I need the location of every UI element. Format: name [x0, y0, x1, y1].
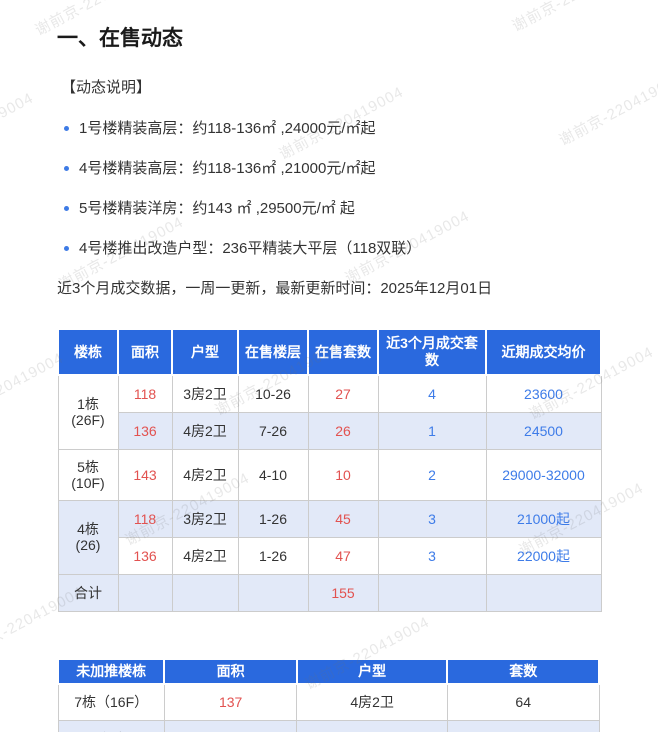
cell-building: 4栋 (26) — [57, 499, 119, 575]
table-row: 1栋 (26F) 118 3房2卫 10-26 27 4 23600 — [57, 374, 602, 450]
cell-units: 10 — [307, 448, 379, 501]
cell-area: 136 — [117, 536, 173, 575]
col-header-layout: 户型 — [171, 328, 239, 376]
bullet-icon — [64, 246, 69, 251]
cell-total-label: 合计 — [57, 573, 119, 612]
table-row: 136 4房2卫 7-26 26 1 24500 — [58, 411, 602, 450]
bullet-icon — [64, 206, 69, 211]
cell-deals: 3 — [377, 536, 487, 575]
cell-layout: 4房2卫 — [171, 536, 239, 575]
cell-total-units: 64 — [446, 720, 600, 732]
cell-empty — [377, 573, 487, 612]
cell-units: 47 — [307, 536, 379, 575]
cell-total-label: 合计 — [57, 720, 165, 732]
dynamic-notes-list: 1号楼精装高层：约118-136㎡ ,24000元/㎡起 4号楼精装高层：约11… — [62, 121, 658, 257]
cell-price: 21000起 — [485, 499, 602, 538]
note-text: 4号楼推出改造户型：236平精装大平层（118双联） — [79, 240, 422, 257]
cell-building: 5栋 (10F) — [57, 448, 119, 501]
bullet-icon — [64, 126, 69, 131]
cell-layout: 3房2卫 — [171, 499, 239, 538]
cell-empty — [485, 573, 602, 612]
cell-layout: 4房2卫 — [171, 411, 239, 450]
note-text: 1号楼精装高层：约118-136㎡ ,24000元/㎡起 — [79, 120, 376, 137]
cell-units: 64 — [446, 683, 600, 721]
table-total-row: 合计 64 — [57, 720, 600, 732]
cell-layout: 3房2卫 — [171, 374, 239, 413]
note-text: 4号楼精装高层：约118-136㎡ ,21000元/㎡起 — [79, 160, 376, 177]
sales-table: 楼栋 面积 户型 在售楼层 在售套数 近3个月成交套数 近期成交均价 1栋 (2… — [57, 328, 602, 612]
col-header-units: 在售套数 — [307, 328, 379, 376]
cell-deals: 2 — [377, 448, 487, 501]
table-row: 5栋 (10F) 143 4房2卫 4-10 10 2 29000-32000 — [57, 448, 602, 501]
cell-empty — [296, 720, 448, 732]
note-text: 5号楼精装洋房：约143 ㎡ ,29500元/㎡ 起 — [79, 200, 355, 217]
list-item: 4号楼精装高层：约118-136㎡ ,21000元/㎡起 — [62, 161, 658, 177]
cell-building: 7栋（16F） — [57, 683, 165, 721]
cell-deals: 4 — [377, 374, 487, 413]
cell-empty — [171, 573, 239, 612]
col-header-deals: 近3个月成交套数 — [377, 328, 487, 376]
cell-empty — [237, 573, 309, 612]
col-header-floors: 在售楼层 — [237, 328, 309, 376]
cell-floors: 1-26 — [237, 499, 309, 538]
cell-layout: 4房2卫 — [296, 683, 448, 721]
table-total-row: 合计 155 — [57, 573, 602, 612]
cell-floors: 1-26 — [237, 536, 309, 575]
table-row: 136 4房2卫 1-26 47 3 22000起 — [58, 536, 602, 575]
cell-building: 1栋 (26F) — [57, 374, 119, 450]
table-row: 4栋 (26) 118 3房2卫 1-26 45 3 21000起 — [57, 499, 602, 575]
cell-total-units: 155 — [307, 573, 379, 612]
list-item: 1号楼精装高层：约118-136㎡ ,24000元/㎡起 — [62, 121, 658, 137]
col-header-pending-building: 未加推楼栋 — [56, 657, 166, 685]
cell-units: 26 — [307, 411, 379, 450]
cell-floors: 10-26 — [237, 374, 309, 413]
cell-deals: 3 — [377, 499, 487, 538]
col-header-pending-area: 面积 — [163, 657, 298, 685]
cell-area: 143 — [117, 448, 173, 501]
col-header-building: 楼栋 — [57, 328, 119, 376]
cell-floors: 7-26 — [237, 411, 309, 450]
page-title: 一、在售动态 — [57, 27, 183, 50]
cell-empty — [163, 720, 298, 732]
table-row: 7栋（16F） 137 4房2卫 64 — [57, 683, 600, 721]
cell-price: 29000-32000 — [485, 448, 602, 501]
cell-floors: 4-10 — [237, 448, 309, 501]
col-header-area: 面积 — [117, 328, 173, 376]
col-header-pending-units: 套数 — [446, 657, 600, 685]
cell-empty — [117, 573, 173, 612]
list-item: 5号楼精装洋房：约143 ㎡ ,29500元/㎡ 起 — [62, 201, 658, 217]
col-header-pending-layout: 户型 — [295, 657, 449, 685]
cell-price: 22000起 — [485, 536, 602, 575]
cell-deals: 1 — [377, 411, 487, 450]
col-header-price: 近期成交均价 — [485, 328, 602, 376]
cell-price: 23600 — [485, 374, 602, 413]
cell-area: 137 — [163, 683, 298, 721]
cell-price: 24500 — [485, 411, 602, 450]
table-header-row: 未加推楼栋 面积 户型 套数 — [56, 657, 600, 685]
bullet-icon — [64, 166, 69, 171]
cell-units: 45 — [307, 499, 379, 538]
cell-area: 118 — [117, 499, 173, 538]
pending-table: 未加推楼栋 面积 户型 套数 7栋（16F） 137 4房2卫 64 合计 64 — [56, 657, 600, 732]
table-header-row: 楼栋 面积 户型 在售楼层 在售套数 近3个月成交套数 近期成交均价 — [57, 328, 602, 376]
watermark-text: 谢前京-220419004 — [0, 89, 37, 170]
cell-layout: 4房2卫 — [171, 448, 239, 501]
cell-area: 118 — [117, 374, 173, 413]
cell-units: 27 — [307, 374, 379, 413]
list-item: 4号楼推出改造户型：236平精装大平层（118双联） — [62, 241, 658, 257]
update-note: 近3个月成交数据，一周一更新，最新更新时间：2025年12月01日 — [57, 280, 493, 297]
cell-area: 136 — [117, 411, 173, 450]
section-label: 【动态说明】 — [61, 79, 152, 96]
